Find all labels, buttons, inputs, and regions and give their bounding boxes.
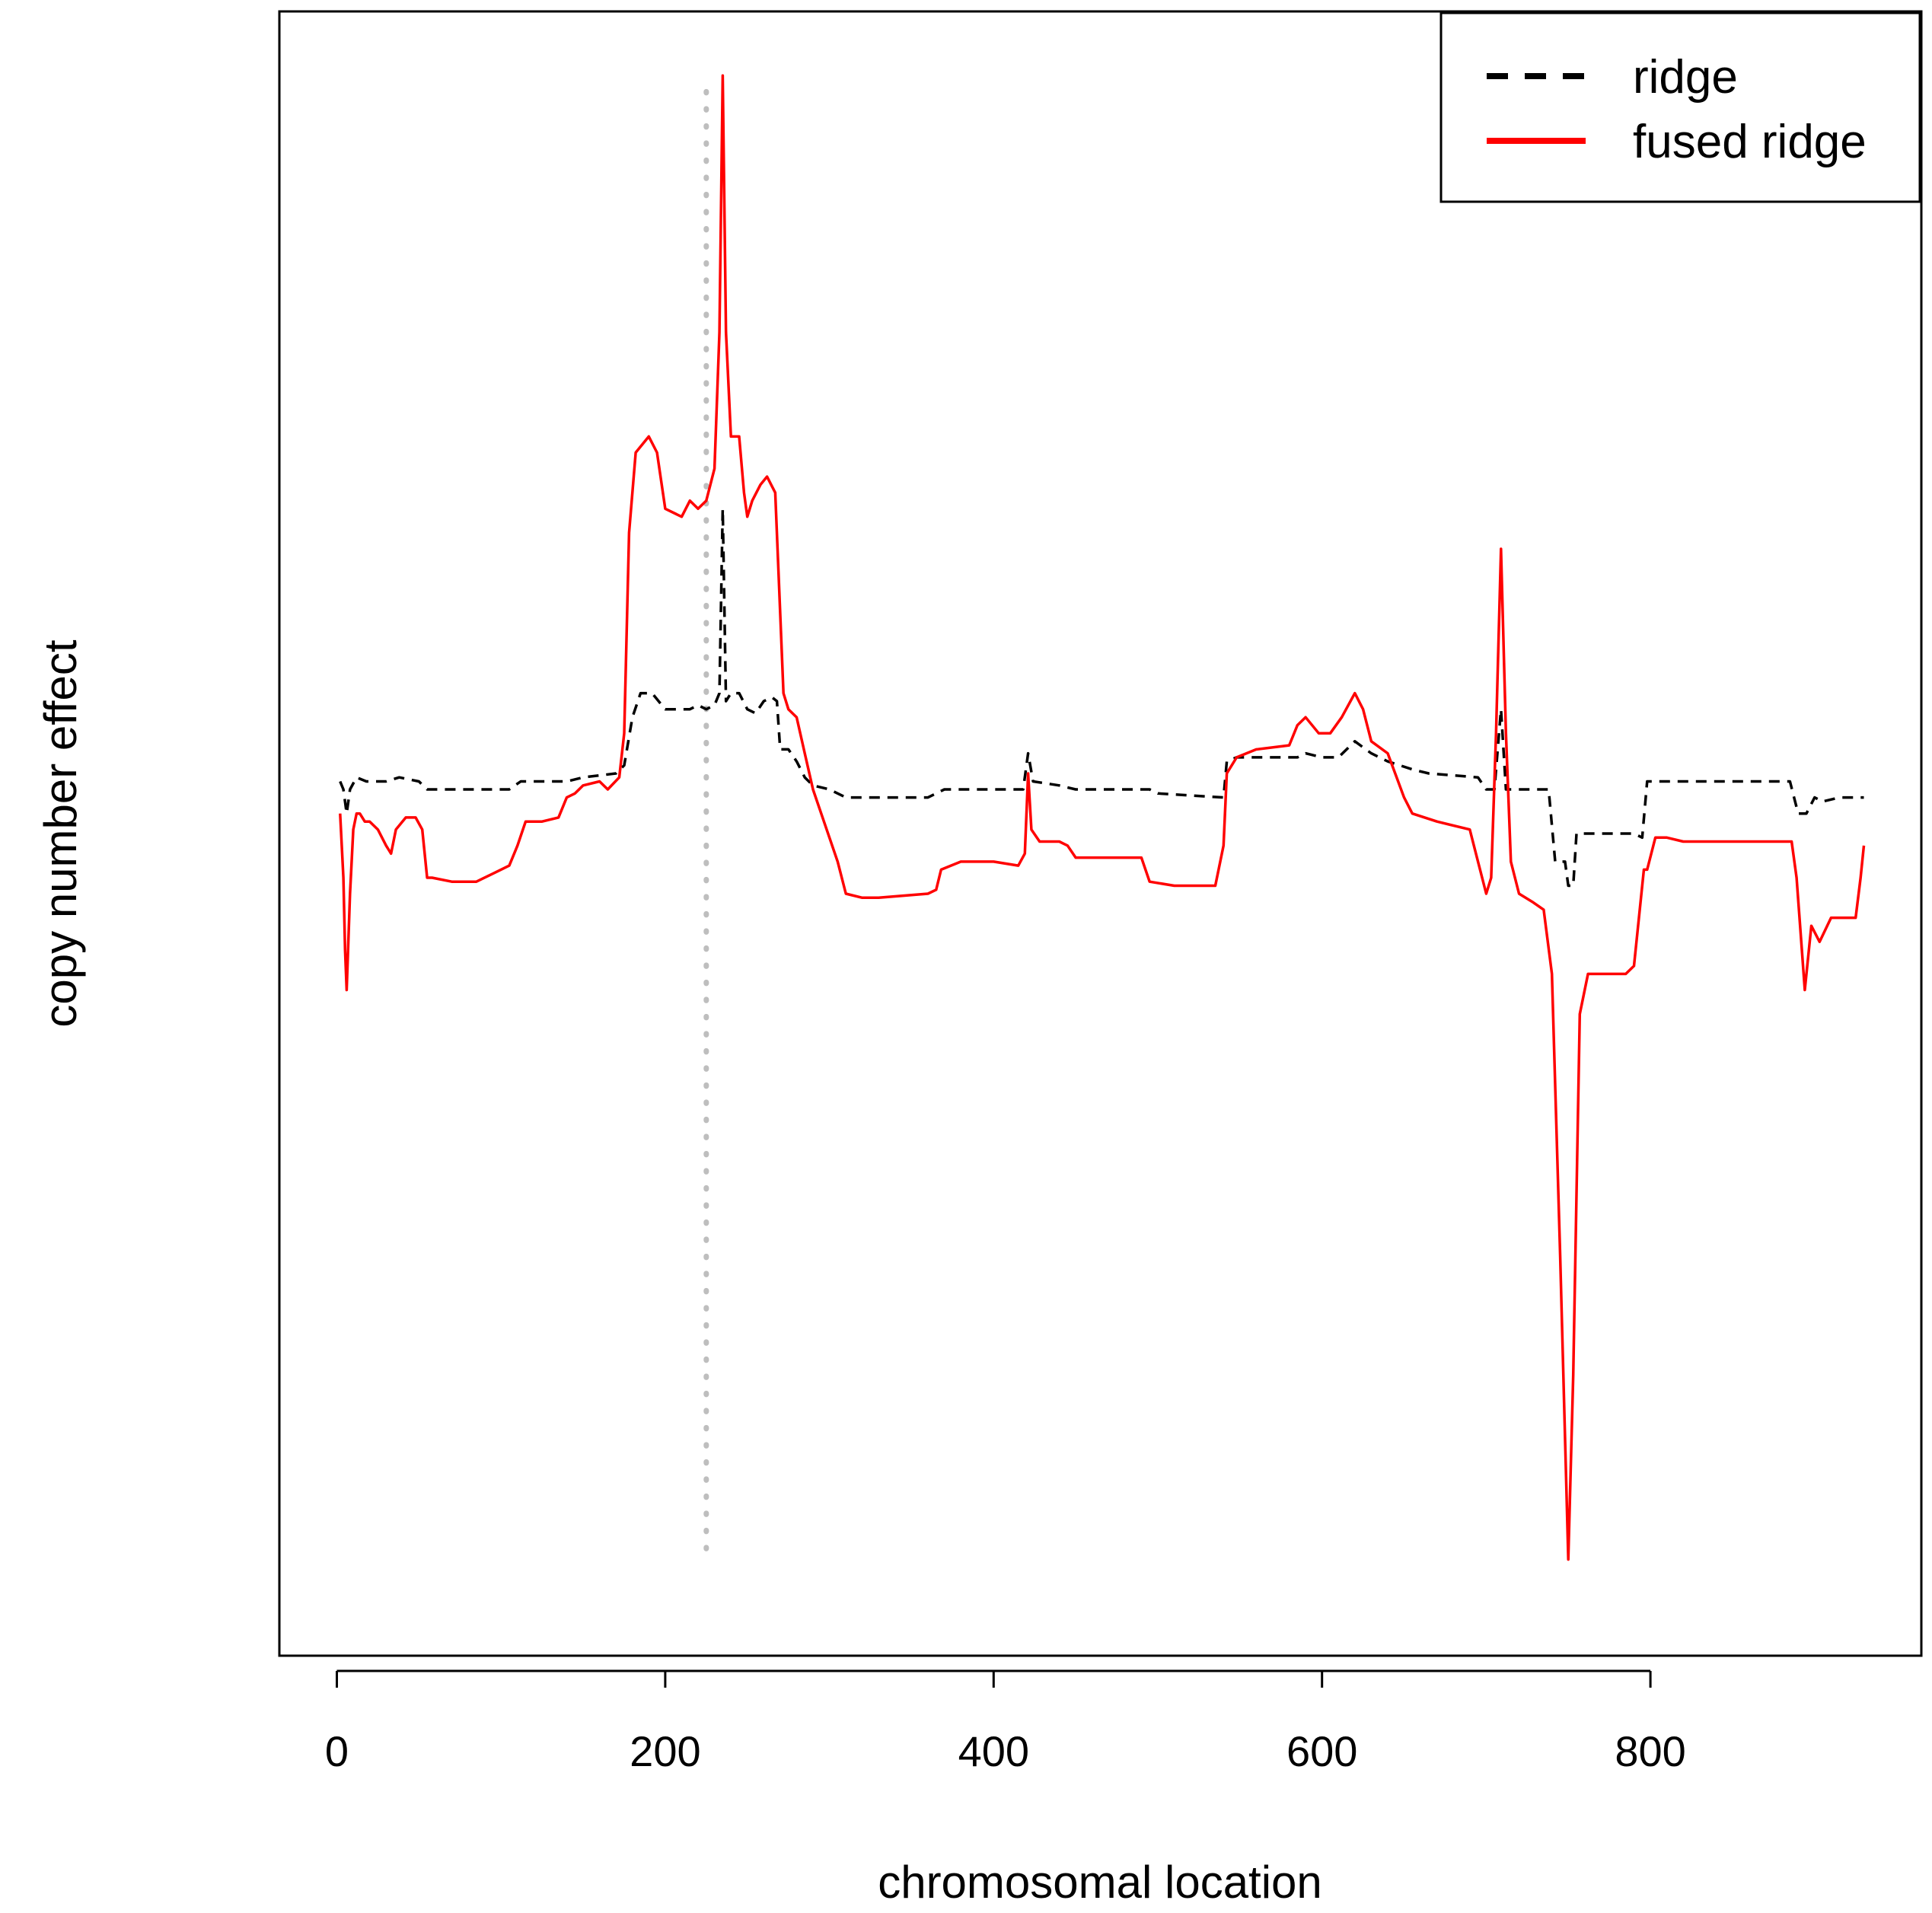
y-axis-title: copy number effect: [35, 639, 86, 1028]
x-axis: 0 200 400 600 800: [325, 1669, 1686, 1775]
legend-label-fused-ridge: fused ridge: [1633, 116, 1867, 168]
x-tick-label: 800: [1615, 1727, 1685, 1775]
series-group: [339, 74, 1866, 1561]
legend-box: [1439, 11, 1921, 203]
series-line-fused-ridge: [339, 74, 1866, 1561]
x-tick-label: 600: [1286, 1727, 1357, 1775]
legend: ridge fused ridge: [1439, 11, 1921, 203]
legend-label-ridge: ridge: [1633, 51, 1738, 104]
plot-frame: [278, 10, 1923, 1657]
x-tick-label: 400: [958, 1727, 1029, 1775]
series-line-ridge: [339, 507, 1864, 888]
x-tick-label: 200: [630, 1727, 700, 1775]
x-tick-label: 0: [325, 1727, 349, 1775]
x-axis-title: chromosomal location: [878, 1857, 1322, 1908]
